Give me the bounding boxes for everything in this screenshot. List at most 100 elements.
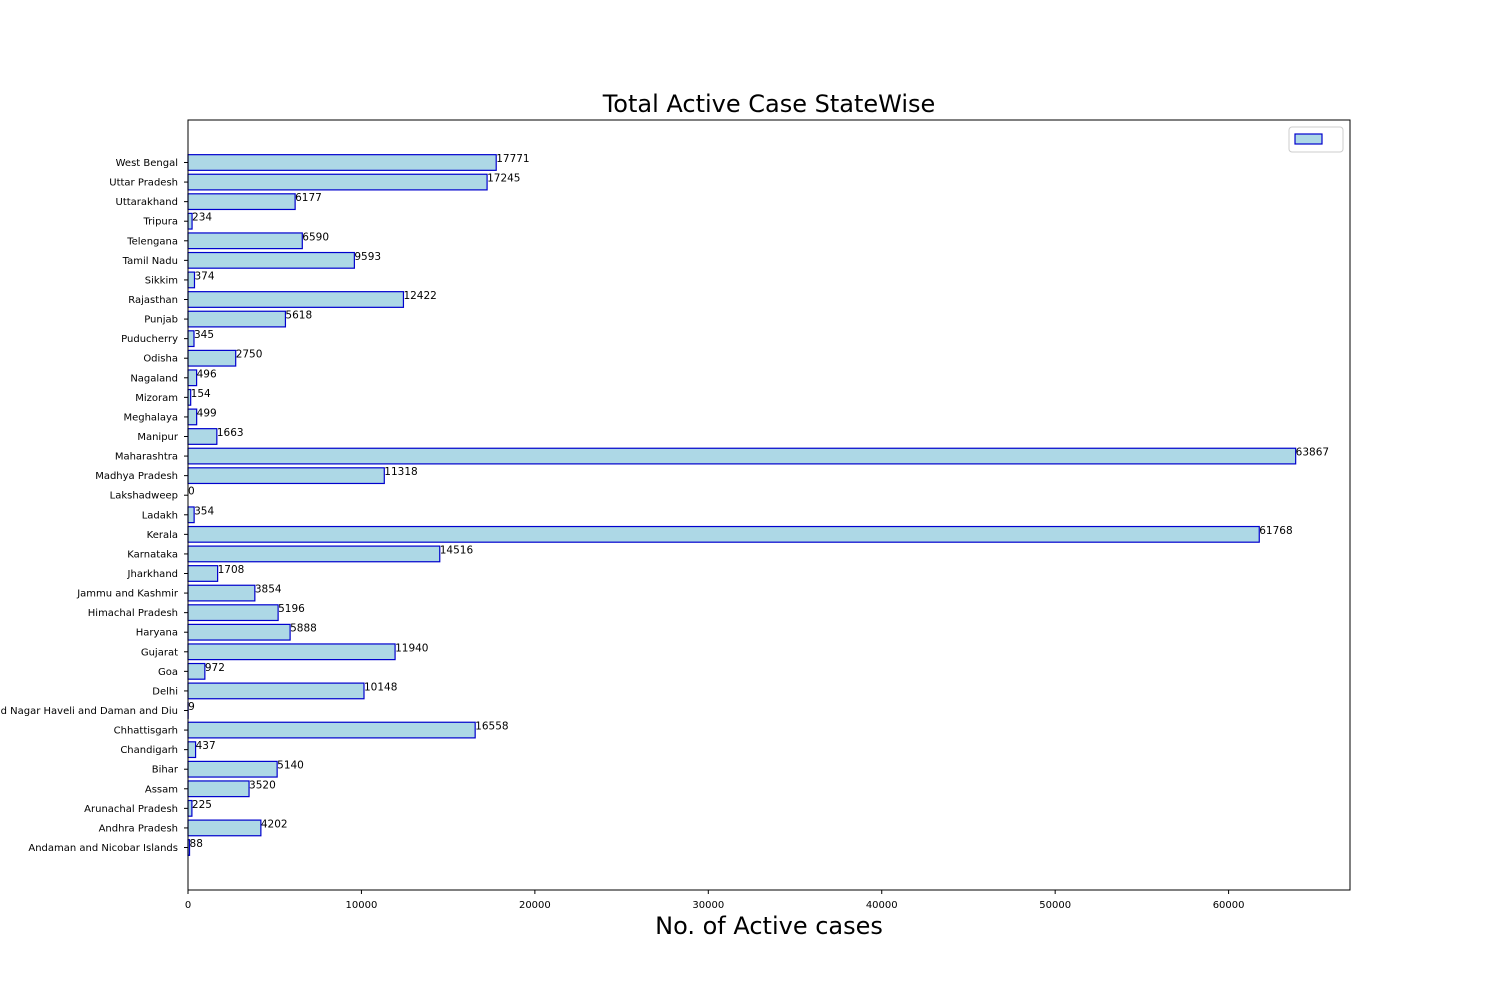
bar-value-label: 3854 <box>255 584 282 596</box>
bar <box>187 682 365 700</box>
bar-value-label: 374 <box>194 270 214 282</box>
y-tick-label: Sikkim <box>145 275 178 286</box>
y-tick-label: Chandigarh <box>120 745 178 756</box>
bar <box>187 232 303 250</box>
bar-value-label: 3520 <box>249 779 276 791</box>
bar <box>187 291 405 308</box>
x-tick-label: 60000 <box>1213 900 1245 911</box>
x-tick-label: 40000 <box>866 900 898 911</box>
bar <box>187 408 198 426</box>
y-tick-label: Gujarat <box>141 647 178 658</box>
chart-title: Total Active Case StateWise <box>602 90 936 118</box>
bar <box>187 662 206 680</box>
bar-value-label: 11318 <box>384 466 417 478</box>
bar-value-label: 1708 <box>218 564 245 576</box>
bar-value-label: 88 <box>190 838 203 850</box>
x-axis-label: No. of Active cases <box>655 912 883 940</box>
y-tick-label: Bihar <box>152 765 179 776</box>
bar <box>187 310 287 328</box>
bar <box>187 428 218 445</box>
bar-value-label: 0 <box>188 486 195 498</box>
bar <box>187 780 250 798</box>
bar <box>187 623 291 641</box>
bar-value-label: 5618 <box>285 310 312 322</box>
y-tick-label: Goa <box>158 667 178 678</box>
y-tick-label: Kerala <box>147 530 178 541</box>
y-tick-label: Maharashtra <box>115 452 178 463</box>
bar <box>187 525 1260 543</box>
bar-value-label: 345 <box>194 329 214 341</box>
y-tick-label: Puducherry <box>121 334 178 345</box>
bar-value-label: 61768 <box>1259 525 1292 537</box>
y-tick-label: Delhi <box>152 686 178 697</box>
bar <box>187 173 488 191</box>
bar-value-label: 9593 <box>354 251 381 263</box>
x-tick-label: 30000 <box>692 900 724 911</box>
y-tick-label: Jharkhand <box>127 569 178 580</box>
y-tick-label: West Bengal <box>116 158 178 169</box>
bar-value-label: 14516 <box>440 544 474 556</box>
bar <box>187 154 497 171</box>
bar-value-label: 10148 <box>364 681 397 693</box>
y-tick-label: Meghalaya <box>123 412 178 423</box>
y-tick-label: Tripura <box>143 217 178 228</box>
bar-value-label: 4202 <box>261 818 288 830</box>
y-tick-label: Nagaland <box>130 373 178 384</box>
legend <box>1288 126 1344 153</box>
bar-value-label: 972 <box>205 662 225 674</box>
bar <box>187 467 385 485</box>
bar <box>187 545 441 563</box>
y-tick-label: Mizoram <box>135 393 178 404</box>
y-tick-label: Andaman and Nicobar Islands <box>28 843 178 854</box>
bar-value-label: 5140 <box>277 760 304 772</box>
y-tick-label: Chhattisgarh <box>114 726 178 737</box>
y-tick-label: Arunachal Pradesh <box>84 804 178 815</box>
bar-value-label: 17771 <box>496 153 529 165</box>
legend-swatch <box>1294 133 1323 145</box>
bar <box>187 193 296 211</box>
y-tick-label: Uttarakhand <box>116 197 178 208</box>
bar <box>187 819 262 837</box>
bar-value-label: 499 <box>197 407 217 419</box>
y-tick-label: Manipur <box>137 432 179 443</box>
bar-value-label: 6590 <box>302 231 329 243</box>
bar-value-label: 1663 <box>217 427 244 439</box>
bar-value-label: 16558 <box>475 721 508 733</box>
y-tick-label: Rajasthan <box>128 295 178 306</box>
bar-value-label: 17245 <box>487 173 520 185</box>
bar <box>187 760 278 778</box>
bar <box>187 604 279 622</box>
y-tick-label: Madhya Pradesh <box>95 471 178 482</box>
y-tick-label: Dadra and Nagar Haveli and Daman and Diu <box>0 706 178 717</box>
bar-value-label: 496 <box>197 368 217 380</box>
bar-value-label: 2750 <box>236 349 263 361</box>
bar <box>187 584 256 602</box>
x-axis-ticks: 0 10000 20000 30000 40000 50000 60000 <box>185 890 1245 911</box>
bar <box>187 251 355 269</box>
plot-frame <box>187 119 1351 891</box>
bar-value-label: 9 <box>188 701 195 713</box>
bar <box>187 349 237 367</box>
bar-value-label: 234 <box>192 212 212 224</box>
bar <box>187 447 1297 465</box>
bar <box>187 369 198 387</box>
y-tick-label: Ladakh <box>142 510 178 521</box>
y-tick-label: Punjab <box>144 315 178 326</box>
bar-value-label: 12422 <box>403 290 436 302</box>
y-axis-ticks: Andaman and Nicobar Islands Andhra Prades… <box>0 158 188 854</box>
bar-value-label: 354 <box>194 505 214 517</box>
x-tick-label: 50000 <box>1039 900 1071 911</box>
bar-value-label: 5196 <box>278 603 305 615</box>
x-tick-label: 10000 <box>346 900 378 911</box>
y-tick-label: Assam <box>145 784 178 795</box>
y-tick-label: Jammu and Kashmir <box>76 589 179 600</box>
bar-value-label: 6177 <box>295 192 322 204</box>
x-tick-label: 0 <box>185 900 191 911</box>
bar-value-label: 225 <box>192 799 212 811</box>
y-tick-label: Uttar Pradesh <box>109 178 178 189</box>
bar-value-label: 437 <box>196 740 216 752</box>
bar <box>187 565 219 582</box>
